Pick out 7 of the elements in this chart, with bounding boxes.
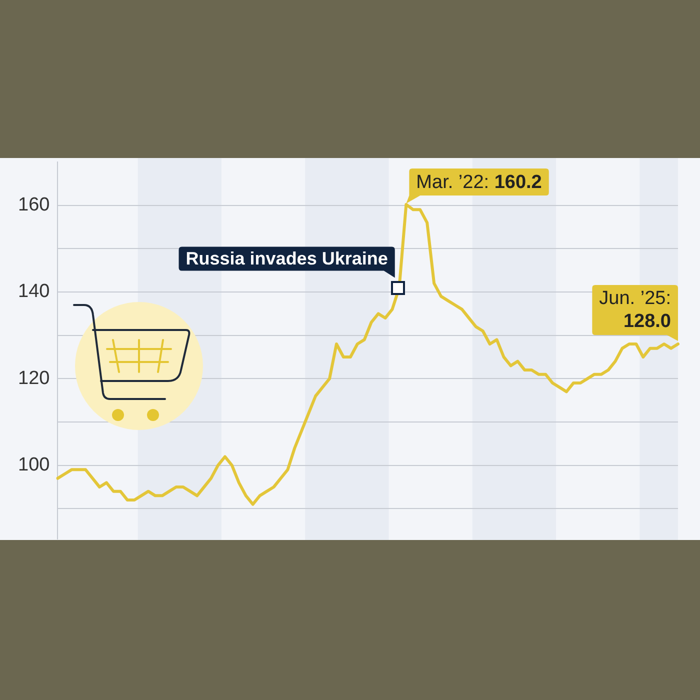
y-tick-label: 100: [18, 454, 50, 476]
y-tick-label: 140: [18, 281, 50, 302]
data-label: Mar. ’22: 160.2: [416, 172, 542, 194]
data-label: Jun. ’25: 128.0: [599, 288, 671, 332]
y-tick-label: 160: [18, 194, 50, 216]
annotation: Russia invades Ukraine: [186, 248, 388, 269]
y-tick-label: 120: [18, 368, 50, 389]
